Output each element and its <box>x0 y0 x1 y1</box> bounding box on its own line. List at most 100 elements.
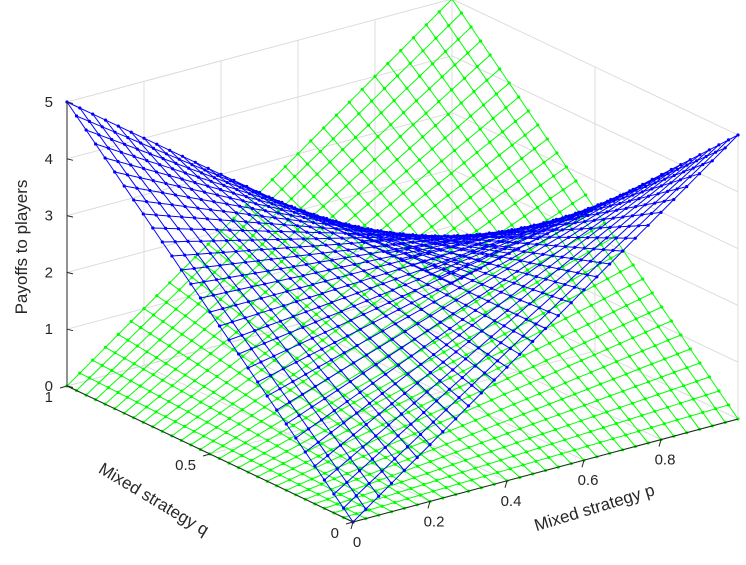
mesh-point <box>472 90 476 94</box>
mesh-point <box>141 212 145 216</box>
mesh-point <box>461 424 465 428</box>
mesh-point <box>573 245 577 249</box>
mesh-point <box>443 215 447 219</box>
mesh-point <box>451 312 455 316</box>
mesh-point <box>87 119 91 123</box>
mesh-point <box>377 345 381 349</box>
mesh-point <box>633 236 637 240</box>
mesh-point <box>276 342 280 346</box>
mesh-point <box>346 248 350 252</box>
mesh-point <box>349 272 353 276</box>
mesh-point <box>554 217 559 221</box>
mesh-point <box>567 297 571 302</box>
mesh-point <box>110 137 114 142</box>
mesh-point <box>599 316 603 320</box>
mesh-point <box>628 284 632 288</box>
mesh-point <box>167 214 171 218</box>
mesh-point <box>315 214 319 218</box>
mesh-point <box>333 249 337 254</box>
mesh-point <box>390 430 394 434</box>
mesh-point <box>378 235 383 239</box>
mesh-point <box>462 237 466 241</box>
mesh-point <box>374 434 378 438</box>
mesh-point <box>362 292 366 296</box>
mesh-point <box>438 467 442 471</box>
mesh-point <box>478 242 482 246</box>
mesh-point <box>464 357 468 361</box>
mesh-point <box>157 201 161 205</box>
mesh-point <box>552 223 556 227</box>
mesh-point <box>577 210 581 214</box>
mesh-point <box>685 163 689 167</box>
mesh-point <box>266 390 270 394</box>
mesh-point <box>446 234 450 238</box>
mesh-point <box>526 109 530 113</box>
mesh-point <box>624 206 628 210</box>
mesh-point <box>615 360 619 364</box>
mesh-point <box>336 276 340 280</box>
mesh-point <box>480 282 484 286</box>
grid-line-q <box>209 67 596 455</box>
mesh-point <box>307 354 311 358</box>
mesh-point <box>276 211 280 215</box>
mesh-point <box>446 245 450 249</box>
mesh-point <box>407 224 412 228</box>
mesh-point <box>373 158 377 162</box>
mesh-point <box>288 400 292 404</box>
mesh-point <box>196 175 200 179</box>
mesh-point <box>497 230 501 234</box>
mesh-point <box>346 283 350 287</box>
mesh-point <box>403 424 407 428</box>
mesh-point <box>450 88 454 92</box>
mesh-point <box>512 248 516 252</box>
mesh-point <box>379 111 383 115</box>
mesh-point <box>259 419 263 423</box>
mesh-point <box>154 213 158 217</box>
mesh-point <box>548 221 552 225</box>
mesh-point <box>528 381 532 385</box>
mesh-point <box>644 184 648 189</box>
mesh-point <box>437 275 441 279</box>
mesh-point <box>193 160 197 164</box>
mesh-point <box>414 233 418 238</box>
mesh-point <box>566 423 570 427</box>
mesh-point <box>500 229 504 234</box>
mesh-point <box>218 411 222 415</box>
mesh-point <box>411 233 415 237</box>
z-tick <box>66 158 74 161</box>
mesh-point <box>216 173 220 177</box>
mesh-point <box>506 314 510 318</box>
mesh-point <box>399 480 403 484</box>
mesh-point <box>558 217 562 222</box>
mesh-point <box>322 126 326 130</box>
mesh-point <box>157 394 161 398</box>
mesh-point <box>305 211 310 215</box>
mesh-point <box>212 390 216 394</box>
mesh-point <box>675 418 679 422</box>
surfaces <box>65 0 740 524</box>
mesh-point <box>231 402 235 406</box>
mesh-point <box>301 274 305 278</box>
mesh-point <box>521 334 525 338</box>
x-tick <box>504 480 508 488</box>
mesh-point <box>377 412 381 416</box>
mesh-point <box>388 202 392 206</box>
mesh-point <box>301 380 305 384</box>
mesh-point <box>91 358 95 362</box>
mesh-point <box>554 223 558 227</box>
mesh-point <box>206 166 210 170</box>
mesh-point <box>544 417 548 421</box>
mesh-point <box>475 229 479 233</box>
mesh-point <box>301 322 306 326</box>
mesh-point <box>485 253 489 258</box>
mesh-point <box>640 190 644 194</box>
mesh-point <box>408 146 412 150</box>
mesh-point <box>234 211 238 215</box>
mesh-point <box>583 212 588 216</box>
mesh-point <box>218 218 222 222</box>
mesh-point <box>510 236 514 240</box>
mesh-point <box>334 227 339 231</box>
mesh-point <box>445 293 449 297</box>
mesh-point <box>551 228 555 233</box>
